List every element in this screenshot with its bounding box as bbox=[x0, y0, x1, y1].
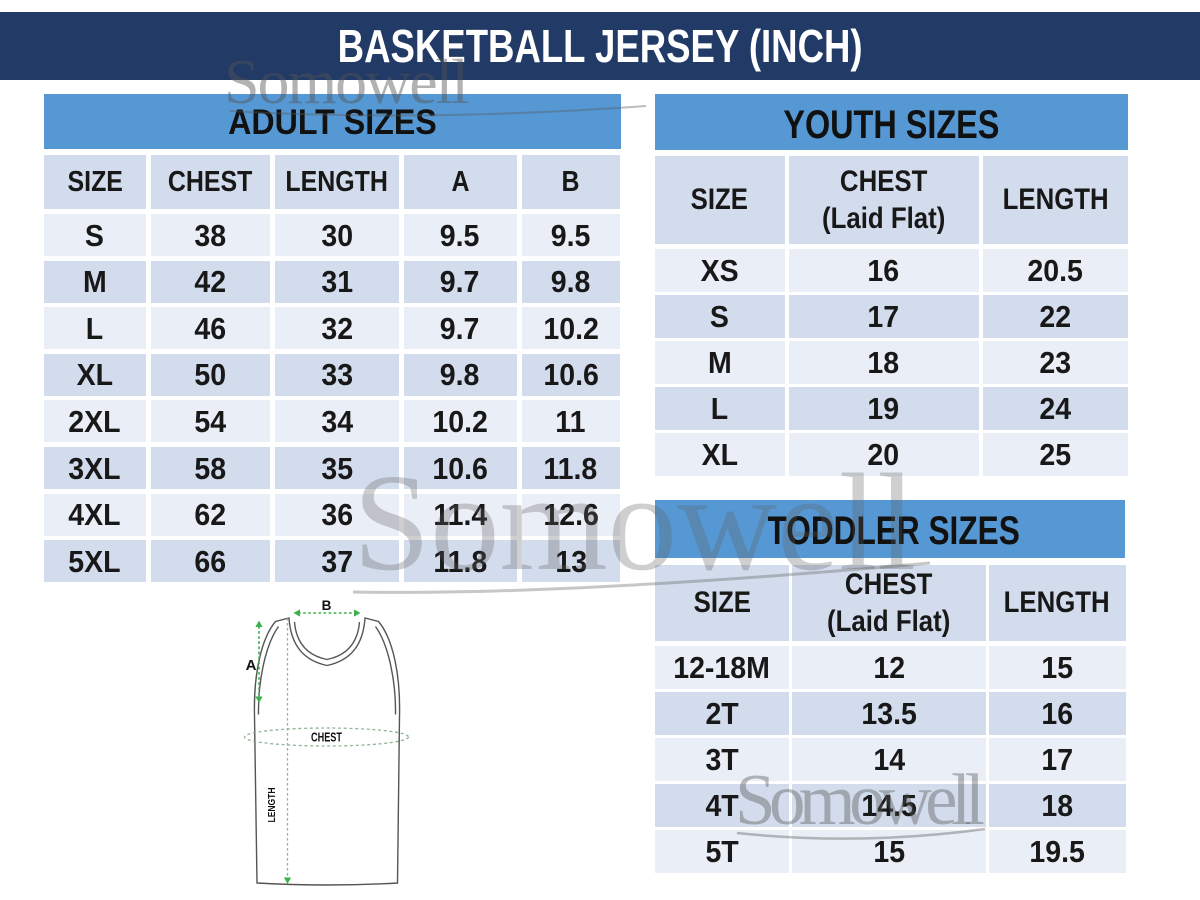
svg-text:LENGTH: LENGTH bbox=[266, 788, 278, 823]
svg-text:Somowell: Somowell bbox=[224, 46, 469, 117]
svg-text:CHEST: CHEST bbox=[311, 731, 342, 745]
svg-text:A: A bbox=[246, 657, 257, 674]
svg-text:Somowell: Somowell bbox=[735, 759, 985, 840]
svg-text:B: B bbox=[322, 598, 332, 613]
svg-text:Somowell: Somowell bbox=[353, 446, 916, 600]
